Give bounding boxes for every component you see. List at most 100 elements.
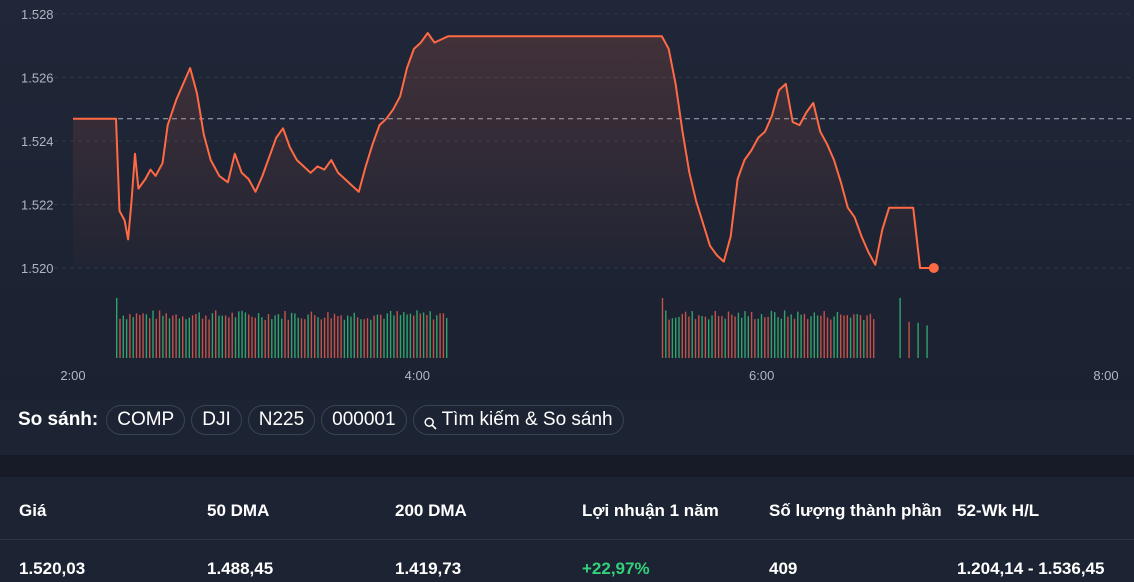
volume-bar: [281, 318, 283, 358]
price-chart[interactable]: 1.528 1.526 1.524 1.522 1.520 2:00 4:00 6:00 8:0…: [0, 0, 1134, 400]
volume-bar: [436, 315, 438, 358]
volume-bar: [708, 319, 710, 358]
volume-bar: [340, 315, 342, 358]
volume-bar: [356, 317, 359, 358]
volume-bar: [711, 315, 713, 358]
volume-bar: [767, 316, 769, 358]
volume-bar: [820, 315, 822, 358]
volume-bar: [314, 315, 316, 358]
volume-bar: [684, 311, 687, 358]
volume-bar: [770, 310, 773, 358]
volume-bar: [188, 317, 190, 358]
volume-bar: [383, 318, 385, 358]
volume-bar: [797, 311, 799, 358]
volume-bar: [195, 314, 197, 358]
volume-bar: [251, 316, 253, 358]
volume-bar: [908, 321, 910, 358]
volume-bar: [168, 318, 171, 358]
volume-bar: [228, 317, 230, 358]
volume-bar: [859, 315, 862, 358]
volume-bar: [333, 313, 336, 358]
volume-bar: [661, 298, 664, 358]
volume-bar: [373, 315, 375, 358]
volume-bar: [807, 319, 809, 358]
volume-bar: [668, 319, 670, 358]
volume-bar: [793, 318, 796, 358]
volume-bar: [432, 319, 435, 358]
volume-bar: [380, 314, 382, 358]
compare-chip-dji[interactable]: DJI: [191, 405, 242, 435]
volume-bar: [284, 311, 286, 358]
volume-bar: [238, 311, 240, 358]
volume-bar: [757, 318, 759, 358]
stat-header-52wk-range: 52-Wk H/L: [957, 501, 1040, 520]
stat-header-price: Giá: [19, 501, 47, 520]
volume-bar: [122, 315, 124, 358]
volume-bar: [257, 313, 260, 358]
volume-bar: [119, 318, 121, 358]
y-tick-label: 1.528: [21, 7, 54, 22]
volume-bar: [787, 316, 789, 358]
y-tick-label: 1.526: [21, 71, 54, 86]
volume-bar: [426, 315, 428, 358]
volume-bar: [863, 320, 865, 358]
volume-bar: [866, 315, 868, 358]
volume-bar: [917, 322, 919, 358]
compare-chip-comp[interactable]: COMP: [106, 405, 186, 435]
volume-bar: [132, 317, 134, 358]
volume-bar: [429, 311, 431, 358]
volume-bar: [409, 313, 412, 358]
search-compare-button[interactable]: Tìm kiếm & So sánh: [412, 405, 624, 435]
volume-bar: [208, 319, 210, 358]
volume-bar: [244, 312, 247, 358]
search-icon: [424, 414, 437, 430]
volume-bar: [747, 316, 749, 358]
stat-value-52wk-range: 1.204,14 - 1.536,45: [957, 559, 1105, 578]
compare-chip-000001[interactable]: 000001: [321, 405, 407, 435]
volume-bar: [152, 310, 154, 358]
volume-bar: [780, 318, 782, 358]
volume-bar: [856, 314, 858, 358]
volume-bar: [823, 311, 825, 358]
last-price-dot: [928, 263, 939, 273]
volume-bar: [135, 313, 138, 358]
volume-bar: [366, 318, 369, 358]
stat-header-constituents: Số lượng thành phần: [769, 501, 942, 520]
volume-bar: [416, 310, 418, 358]
volume-bar: [446, 318, 448, 358]
volume-bar: [215, 310, 217, 358]
volume-bar: [323, 317, 326, 358]
volume-bar: [675, 317, 677, 358]
volume-bar: [724, 318, 726, 358]
volume-bar: [419, 313, 421, 358]
volume-bar: [396, 311, 398, 358]
volume-bar: [386, 313, 388, 358]
stat-value-price: 1.520,03: [19, 559, 86, 578]
volume-bar: [185, 319, 187, 358]
volume-bar: [764, 317, 766, 358]
volume-bar: [205, 315, 207, 358]
volume-bar: [701, 316, 703, 358]
volume-bar: [826, 317, 829, 358]
volume-bar: [727, 311, 730, 358]
volume-bar: [688, 316, 690, 358]
volume-bar: [376, 314, 379, 358]
volume-bar: [198, 312, 200, 358]
volume-bar: [737, 312, 740, 358]
volume-bar: [830, 319, 832, 358]
volume-bar: [691, 311, 693, 358]
volume-bar: [271, 319, 273, 358]
volume-bar: [810, 316, 812, 358]
volume-bar: [843, 315, 845, 358]
volume-bar: [145, 314, 148, 358]
compare-label: So sánh:: [18, 409, 99, 430]
volume-bar: [307, 314, 309, 358]
stat-header-200dma: 200 DMA: [395, 501, 467, 520]
volume-bar: [337, 316, 339, 358]
x-tick-label: 6:00: [749, 368, 774, 383]
volume-bar: [816, 315, 819, 358]
compare-bar: So sánh: COMP DJI N225 000001 Tìm kiếm &…: [18, 404, 624, 436]
compare-chip-n225[interactable]: N225: [247, 405, 316, 435]
volume-bar: [744, 311, 746, 358]
volume-bar: [125, 319, 128, 358]
